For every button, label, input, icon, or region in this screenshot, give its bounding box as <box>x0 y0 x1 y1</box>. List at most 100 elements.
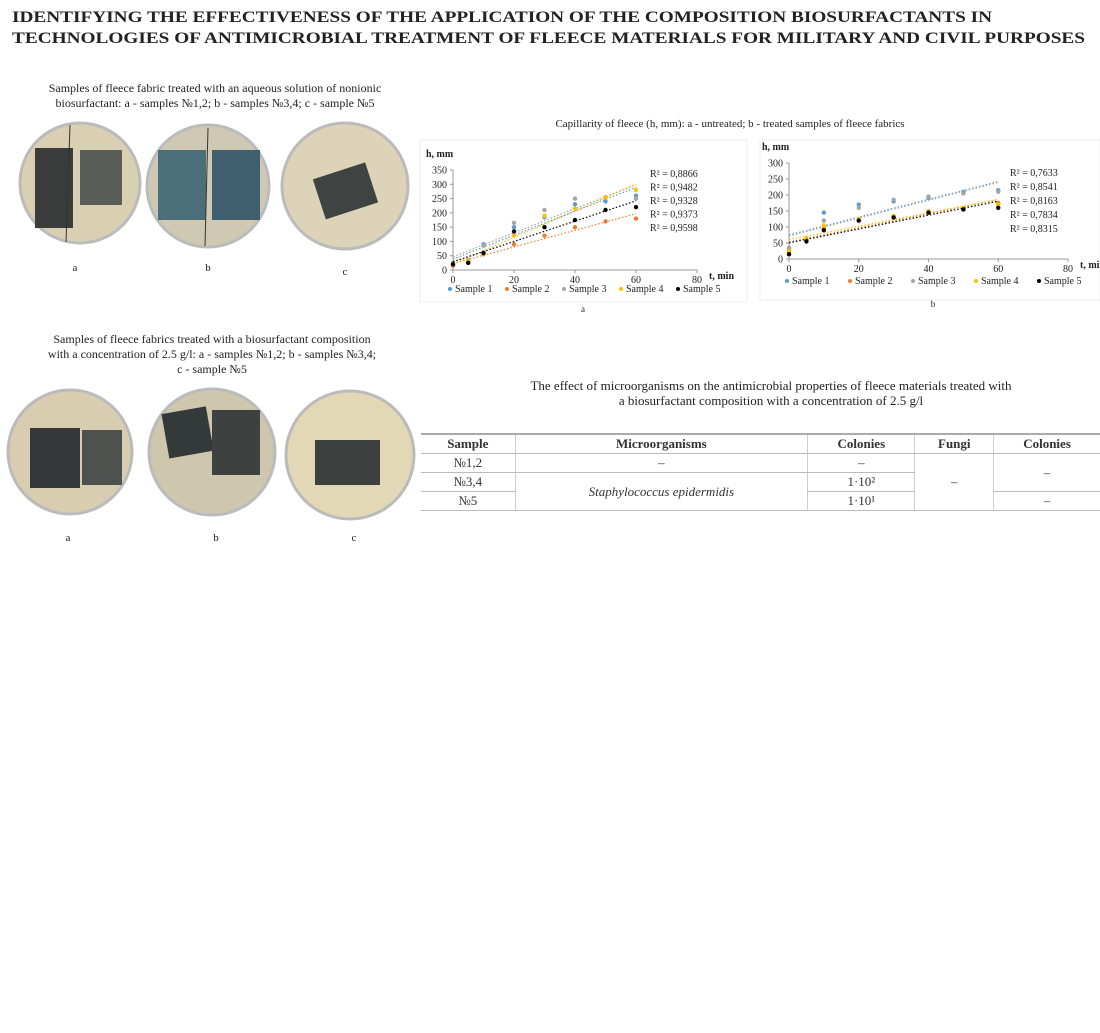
photo-label: c <box>352 532 357 544</box>
legend-marker <box>911 279 915 283</box>
legend-label: Sample 5 <box>683 284 721 295</box>
cell: №1,2 <box>421 453 516 473</box>
point <box>481 250 486 256</box>
point <box>450 262 456 267</box>
trendline-label: R² = 0,9482 <box>650 183 698 194</box>
trendline-label: R² = 0,9598 <box>650 223 698 234</box>
y-tick-label: 250 <box>768 175 783 186</box>
figure-caption: Capillarity of fleece (h, mm): a - untre… <box>555 118 904 130</box>
point <box>603 207 608 213</box>
trendline-label: R² = 0,7633 <box>1010 168 1058 179</box>
legend-label: Sample 2 <box>855 276 893 287</box>
point <box>572 202 578 207</box>
point <box>572 206 578 211</box>
y-tick-label: 350 <box>432 166 447 177</box>
petri-dish-photo <box>6 387 416 521</box>
y-tick-label: 250 <box>432 194 447 205</box>
point <box>633 204 639 210</box>
photo-label: c <box>343 266 348 278</box>
y-tick-label: 100 <box>768 223 783 234</box>
legend-marker <box>785 279 789 283</box>
point <box>821 223 827 228</box>
point <box>511 233 517 238</box>
point <box>786 252 792 257</box>
trendline-label: R² = 0,8866 <box>650 169 698 180</box>
point <box>996 202 1001 207</box>
y-tick-label: 50 <box>437 251 447 262</box>
point <box>511 220 517 226</box>
legend-marker <box>974 279 978 283</box>
legend-label: Sample 5 <box>1044 276 1082 287</box>
x-tick-label: 40 <box>924 264 934 275</box>
x-axis-title: t, min <box>709 271 734 282</box>
x-tick-label: 0 <box>451 275 456 286</box>
y-tick-label: 0 <box>442 266 447 277</box>
y-tick-label: 0 <box>778 255 783 266</box>
cell: №3,4 <box>421 472 516 492</box>
point <box>786 248 792 254</box>
y-axis-title: h, mm <box>762 142 790 153</box>
point <box>926 194 931 199</box>
cell: – <box>993 453 1100 492</box>
point <box>891 215 896 220</box>
photo-label: a <box>73 262 78 274</box>
x-tick-label: 20 <box>509 275 519 286</box>
point <box>856 218 861 223</box>
x-tick-label: 60 <box>631 275 641 286</box>
trendline-label: R² = 0,9373 <box>650 210 698 221</box>
legend-marker <box>1037 279 1041 283</box>
y-tick-label: 200 <box>432 208 447 219</box>
legend-label: Sample 1 <box>455 284 493 295</box>
point <box>821 218 827 223</box>
y-tick-label: 300 <box>768 159 783 170</box>
point <box>996 205 1001 210</box>
cell: – <box>914 453 994 511</box>
point <box>542 213 547 218</box>
point <box>603 199 608 204</box>
cell: – <box>514 453 808 473</box>
point <box>511 242 517 247</box>
x-tick-label: 40 <box>570 275 580 286</box>
y-axis-title: h, mm <box>426 149 454 160</box>
trendline-label: R² = 0,8163 <box>1010 196 1058 207</box>
photo-caption: Samples of fleece fabric treated with an… <box>49 81 382 95</box>
cell: – <box>993 491 1100 511</box>
x-tick-label: 0 <box>787 264 792 275</box>
y-tick-label: 50 <box>773 239 783 250</box>
cell: №5 <box>421 491 516 511</box>
y-tick-label: 200 <box>768 191 783 202</box>
trendline <box>788 198 999 241</box>
photo-label: a <box>66 532 71 544</box>
trendline-label: R² = 0,9328 <box>650 196 698 207</box>
point <box>633 216 639 221</box>
photo-caption: biosurfactant: a - samples №1,2; b - sam… <box>56 96 375 110</box>
point <box>603 219 608 224</box>
point <box>821 228 827 233</box>
photo-caption: Samples of fleece fabrics treated with a… <box>53 332 370 346</box>
trendline <box>788 200 999 244</box>
x-tick-label: 20 <box>854 264 864 275</box>
photo-caption: c - sample №5 <box>177 362 247 376</box>
point <box>856 205 861 210</box>
header-cell: Colonies <box>807 433 915 454</box>
x-tick-label: 60 <box>993 264 1003 275</box>
chart-area <box>419 139 748 303</box>
chart-area <box>759 139 1100 301</box>
photo-label: b <box>205 262 211 274</box>
point <box>996 189 1001 194</box>
point <box>603 194 608 200</box>
point <box>856 202 861 207</box>
y-tick-label: 150 <box>432 223 447 234</box>
legend-marker <box>848 279 852 283</box>
photo-label: b <box>213 532 219 544</box>
chart-label: a <box>581 304 585 314</box>
header-cell: Colonies <box>993 433 1100 454</box>
title: IDENTIFYING THE EFFECTIVENESS OF THE APP… <box>12 9 993 26</box>
x-tick-label: 80 <box>692 275 702 286</box>
legend-marker <box>448 287 452 291</box>
trendline-label: R² = 0,7834 <box>1010 210 1058 221</box>
trendline-label: R² = 0,8541 <box>1010 182 1058 193</box>
trendline-label: R² = 0,8315 <box>1010 224 1058 235</box>
legend-label: Sample 4 <box>626 284 664 295</box>
